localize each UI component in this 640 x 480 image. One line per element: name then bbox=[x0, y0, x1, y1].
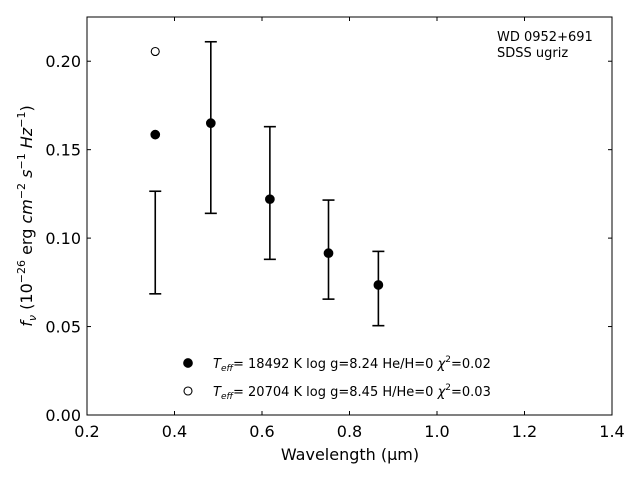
plot-border bbox=[86, 16, 613, 416]
x-tick-label: 1.4 bbox=[599, 422, 624, 441]
star-name-annotation: WD 0952+691 bbox=[497, 30, 593, 45]
y-tick-label: 0.20 bbox=[45, 52, 81, 71]
x-tick-label: 1.2 bbox=[512, 422, 537, 441]
legend-entry: Teff= 20704 K log g=8.45 H/He=0 χ2=0.03 bbox=[213, 383, 491, 402]
y-tick-label: 0.15 bbox=[45, 141, 81, 160]
y-axis-label: fν (10−26 erg cm−2 s−1 Hz−1) bbox=[15, 105, 39, 326]
x-tick-label: 0.6 bbox=[249, 422, 274, 441]
model-point-filled bbox=[205, 118, 216, 128]
x-ticks: 0.2 0.4 0.6 0.8 1.0 1.2 1.4 bbox=[74, 17, 625, 441]
x-axis-label: Wavelength (μm) bbox=[281, 445, 419, 464]
x-tick-label: 1.0 bbox=[424, 422, 449, 441]
error-bars bbox=[149, 40, 385, 327]
legend-entry: Teff= 18492 K log g=8.24 He/H=0 χ2=0.02 bbox=[213, 355, 491, 374]
x-tick-label: 0.4 bbox=[162, 422, 187, 441]
x-tick-label: 0.8 bbox=[337, 422, 362, 441]
model-point-filled bbox=[150, 129, 161, 140]
model-point-filled bbox=[265, 194, 275, 205]
legend: Teff= 18492 K log g=8.24 He/H=0 χ2=0.02 T… bbox=[183, 355, 491, 402]
legend-marker-open bbox=[183, 386, 193, 396]
y-tick-label: 0.10 bbox=[45, 229, 81, 248]
survey-annotation: SDSS ugriz bbox=[497, 46, 568, 61]
data-points bbox=[150, 46, 384, 290]
x-tick-label: 0.2 bbox=[74, 422, 99, 441]
model-point-filled bbox=[373, 280, 384, 290]
plot-frame bbox=[86, 16, 613, 416]
model-point-open bbox=[150, 46, 160, 57]
y-ticks: 0.00 0.05 0.10 0.15 0.20 bbox=[45, 52, 612, 425]
y-tick-label: 0.00 bbox=[45, 406, 81, 425]
model-point-filled bbox=[323, 248, 334, 258]
y-tick-label: 0.05 bbox=[45, 318, 81, 337]
legend-marker-filled bbox=[183, 358, 193, 368]
